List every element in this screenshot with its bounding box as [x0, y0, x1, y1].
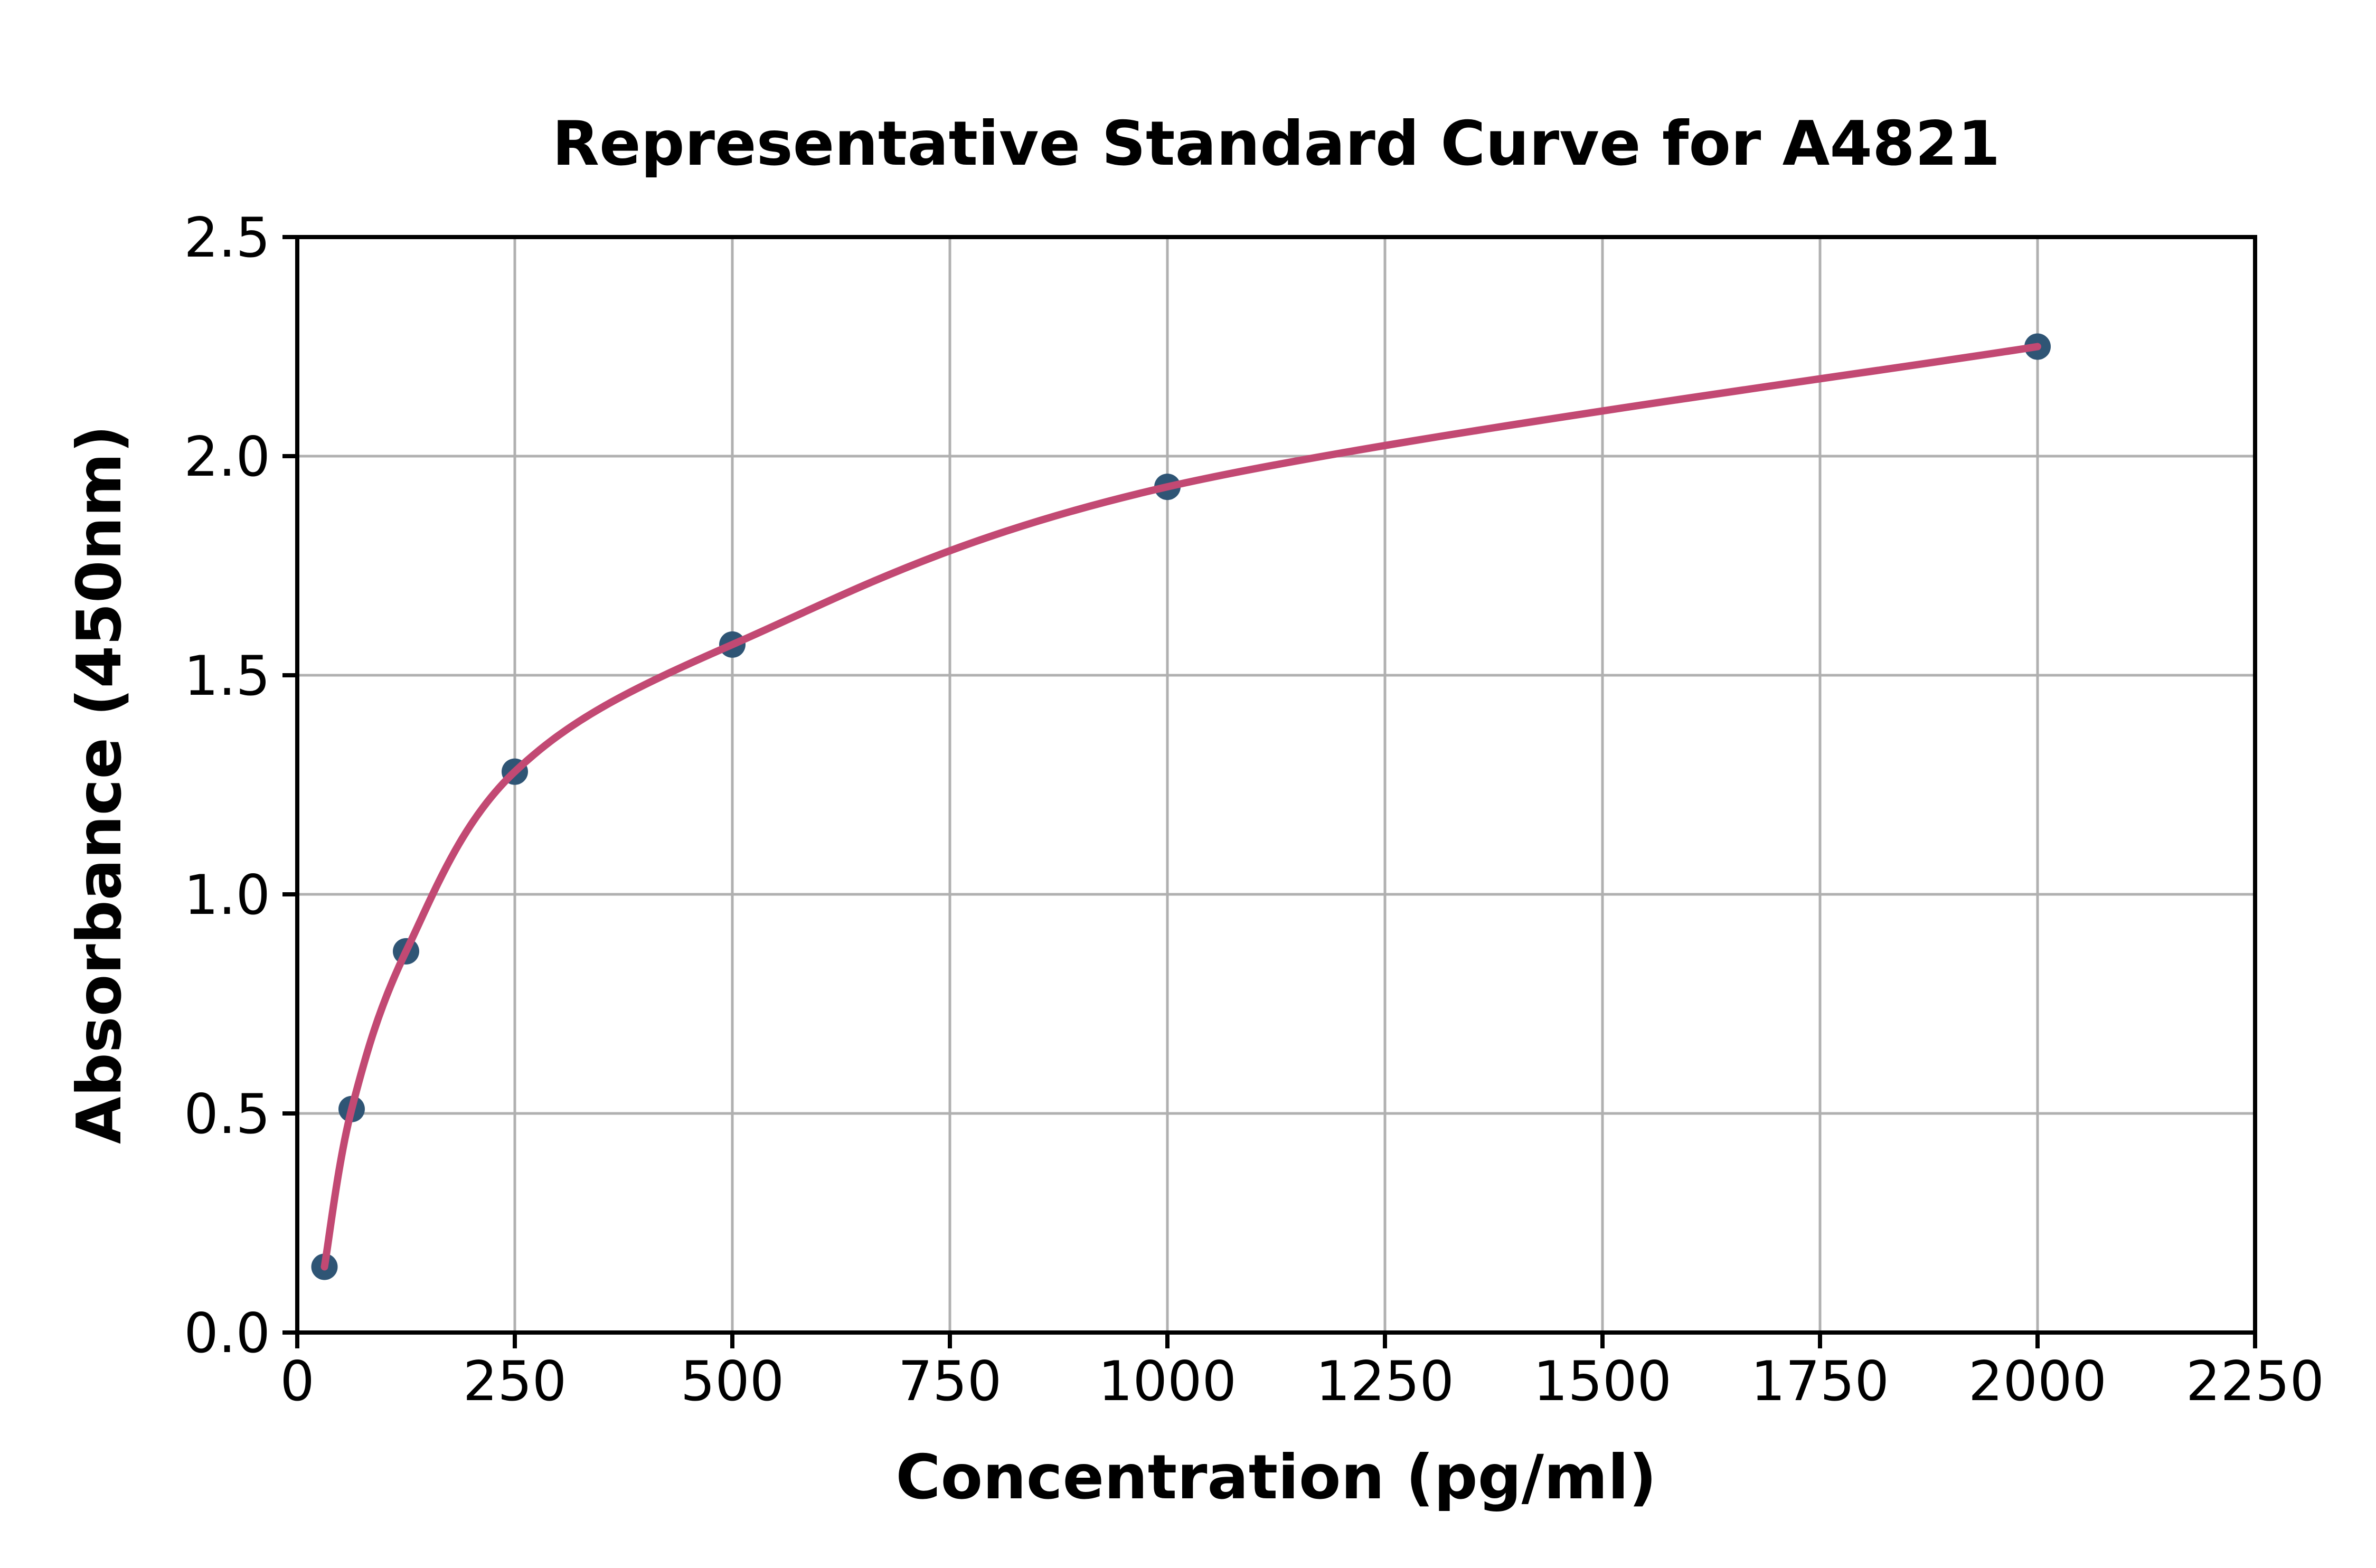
x-tick-label: 1750 — [1751, 1350, 1889, 1413]
data-points — [311, 333, 2051, 1280]
x-tick-label: 250 — [463, 1350, 567, 1413]
x-tick-label: 2000 — [1968, 1350, 2107, 1413]
tick-labels: 0 250 500 750 1000 1250 1500 1750 2000 2250 0.0 0.5… — [184, 206, 2324, 1413]
x-tick-label: 750 — [898, 1350, 1002, 1413]
y-tick-label: 2.5 — [184, 206, 270, 270]
x-axis-label: Concentration (pg/ml) — [895, 1442, 1656, 1513]
x-tick-label: 500 — [681, 1350, 785, 1413]
x-tick-label: 0 — [280, 1350, 315, 1413]
y-axis-label: Absorbance (450nm) — [64, 425, 135, 1144]
x-tick-label: 1000 — [1098, 1350, 1237, 1413]
x-tick-label: 1500 — [1533, 1350, 1672, 1413]
fit-curve — [320, 343, 2041, 1271]
plot-border — [295, 235, 2257, 1335]
gridlines — [296, 235, 2257, 1334]
y-tick-label: 1.0 — [184, 864, 270, 927]
axes — [282, 235, 2257, 1348]
y-tick-label: 0.0 — [184, 1302, 270, 1365]
chart-title: Representative Standard Curve for A4821 — [552, 108, 2001, 180]
y-tick-label: 2.0 — [184, 426, 270, 489]
standard-curve-line — [320, 343, 2041, 1271]
x-tick-label: 1250 — [1316, 1350, 1454, 1413]
y-tick-label: 1.5 — [184, 645, 270, 708]
x-tick-label: 2250 — [2186, 1350, 2324, 1413]
y-tick-label: 0.5 — [184, 1083, 270, 1146]
